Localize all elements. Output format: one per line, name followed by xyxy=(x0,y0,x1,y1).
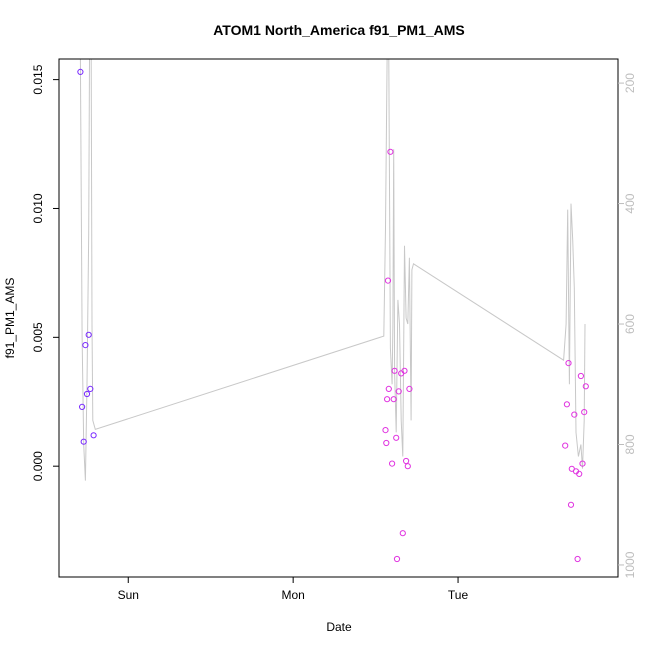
data-point xyxy=(401,367,408,374)
y-tick-label: 0.010 xyxy=(31,193,45,223)
data-point xyxy=(406,385,413,392)
data-point xyxy=(83,390,91,398)
data-point xyxy=(382,427,389,434)
data-point xyxy=(85,331,92,338)
data-points-layer xyxy=(77,68,589,563)
secondary-series-layer xyxy=(79,58,586,481)
data-point xyxy=(562,442,569,449)
y-tick-label: 0.005 xyxy=(31,322,45,352)
data-point xyxy=(390,396,397,403)
data-point xyxy=(87,385,94,392)
data-point xyxy=(399,530,406,537)
chart-title: ATOM1 North_America f91_PM1_AMS xyxy=(213,22,465,38)
secondary-y-axis: 200 400 600 800 1000 xyxy=(618,73,637,578)
data-point xyxy=(80,438,87,445)
data-point xyxy=(574,555,581,563)
data-point xyxy=(389,460,396,467)
data-point xyxy=(90,432,97,439)
secondary-series-line xyxy=(79,58,586,481)
x-tick-label: Sun xyxy=(118,588,139,602)
data-point xyxy=(384,396,391,403)
data-point xyxy=(393,434,400,441)
data-point xyxy=(565,360,572,367)
data-point xyxy=(391,367,398,374)
data-point xyxy=(82,342,89,349)
x-tick-label: Mon xyxy=(281,588,304,602)
data-point xyxy=(395,388,402,395)
y2-tick-label: 600 xyxy=(623,314,637,334)
data-point xyxy=(577,372,585,380)
y-axis: 0.000 0.005 0.010 0.015 xyxy=(31,64,59,481)
data-point xyxy=(579,460,586,467)
data-point xyxy=(571,411,578,418)
y-tick-label: 0.000 xyxy=(31,451,45,481)
data-point xyxy=(582,383,589,390)
data-point xyxy=(403,457,410,465)
data-point xyxy=(581,409,588,416)
data-point xyxy=(385,385,392,392)
y2-tick-label: 200 xyxy=(623,73,637,93)
data-point xyxy=(567,501,575,508)
plot-frame xyxy=(58,58,619,578)
x-axis-label: Date xyxy=(326,620,352,634)
y2-tick-label: 400 xyxy=(623,193,637,213)
data-point xyxy=(384,277,392,284)
y2-tick-label: 1000 xyxy=(623,551,637,578)
y-tick-label: 0.015 xyxy=(31,64,45,94)
data-point xyxy=(404,463,411,470)
x-axis: Sun Mon Tue xyxy=(118,577,469,602)
data-point xyxy=(387,148,394,155)
data-point xyxy=(79,403,86,410)
data-point xyxy=(383,439,390,447)
data-point xyxy=(576,470,583,477)
y-axis-label: f91_PM1_AMS xyxy=(3,278,17,359)
data-point xyxy=(393,555,401,563)
data-point xyxy=(77,68,84,76)
x-tick-label: Tue xyxy=(448,588,469,602)
y2-tick-label: 800 xyxy=(623,434,637,454)
data-point xyxy=(563,401,571,408)
